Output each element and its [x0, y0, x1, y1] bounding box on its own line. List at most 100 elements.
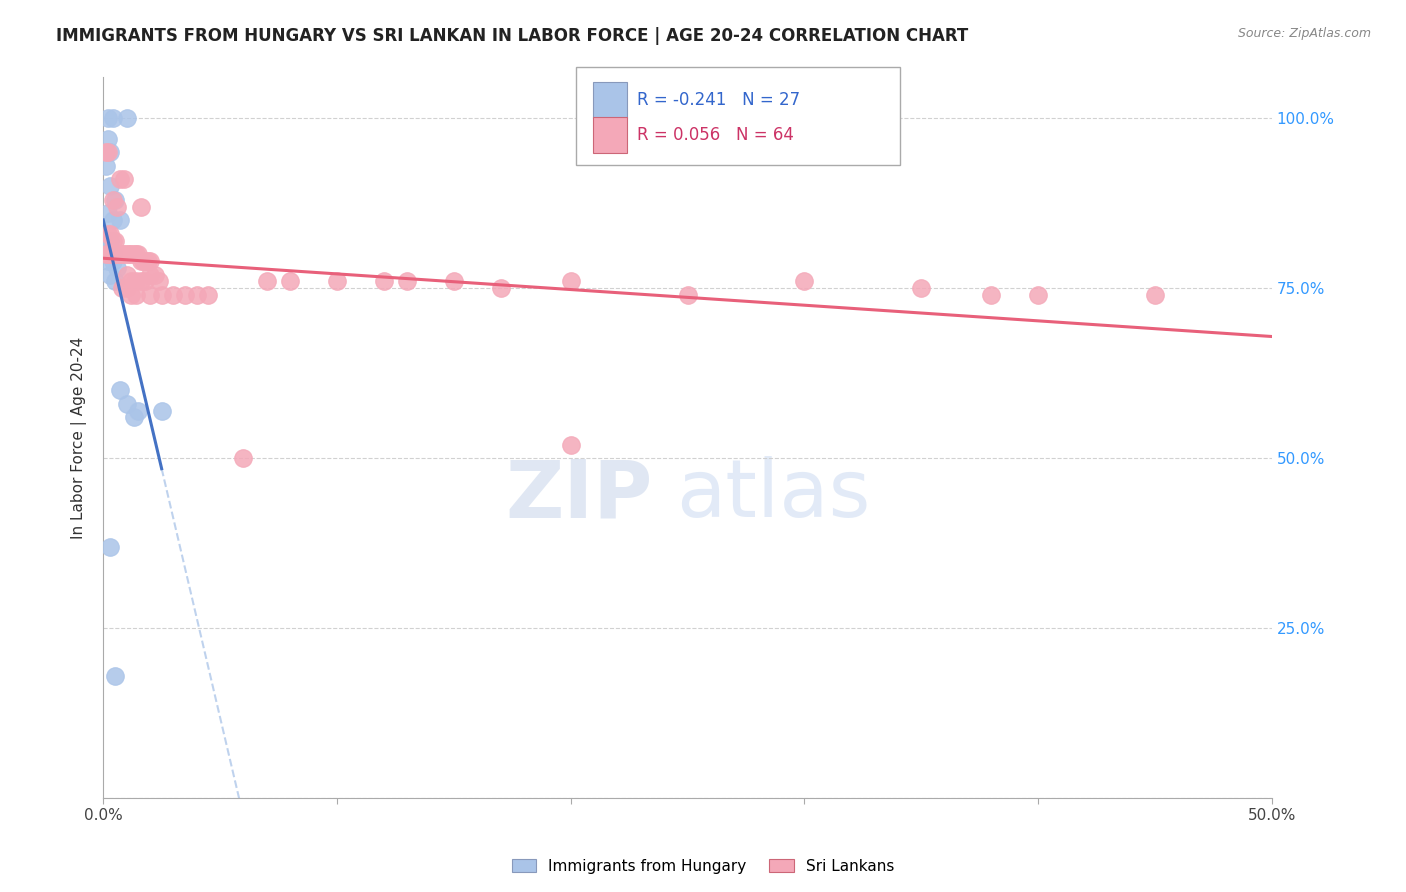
Point: [150, 403, 173, 417]
Text: R = 0.056   N = 64: R = 0.056 N = 64: [637, 126, 794, 144]
Point: [115, 268, 138, 282]
Point: [101, 234, 124, 248]
Point: [139, 288, 162, 302]
Point: [97, 247, 120, 261]
Point: [101, 247, 124, 261]
Point: [326, 274, 349, 288]
Point: [120, 274, 142, 288]
Text: Source: ZipAtlas.com: Source: ZipAtlas.com: [1237, 27, 1371, 40]
Point: [108, 172, 131, 186]
Point: [1026, 288, 1049, 302]
Point: [101, 213, 124, 227]
Point: [115, 247, 138, 261]
Point: [97, 112, 120, 126]
Point: [129, 274, 152, 288]
Point: [136, 254, 159, 268]
Point: [134, 274, 156, 288]
Point: [186, 288, 208, 302]
Point: [197, 288, 219, 302]
Point: [120, 247, 142, 261]
Point: [94, 247, 117, 261]
Point: [101, 193, 124, 207]
Point: [111, 281, 134, 295]
Point: [127, 247, 149, 261]
Point: [104, 234, 127, 248]
Point: [115, 397, 138, 411]
Point: [162, 288, 184, 302]
Point: [118, 247, 141, 261]
Point: [278, 274, 301, 288]
Point: [125, 274, 148, 288]
Point: [793, 274, 815, 288]
Point: [97, 145, 120, 160]
Point: [101, 112, 124, 126]
Point: [97, 247, 120, 261]
Point: [122, 410, 145, 425]
Point: [139, 268, 162, 282]
Point: [115, 281, 138, 295]
Point: [98, 268, 121, 282]
Point: [97, 206, 120, 220]
Text: R = -0.241   N = 27: R = -0.241 N = 27: [637, 91, 800, 109]
Point: [115, 112, 138, 126]
Point: [112, 172, 135, 186]
Point: [104, 193, 127, 207]
Point: [105, 260, 128, 275]
Point: [105, 200, 128, 214]
Point: [150, 288, 173, 302]
Point: [560, 437, 582, 451]
Point: [148, 274, 170, 288]
Point: [98, 540, 121, 554]
Point: [980, 288, 1002, 302]
Point: [443, 274, 465, 288]
Point: [98, 227, 121, 241]
Point: [108, 213, 131, 227]
Point: [120, 288, 142, 302]
Text: atlas: atlas: [676, 457, 870, 534]
Point: [104, 247, 127, 261]
Point: [98, 247, 121, 261]
Point: [256, 274, 278, 288]
Point: [132, 254, 155, 268]
Point: [108, 383, 131, 397]
Point: [676, 288, 699, 302]
Point: [97, 254, 120, 268]
Y-axis label: In Labor Force | Age 20-24: In Labor Force | Age 20-24: [72, 336, 87, 539]
Point: [232, 451, 254, 466]
Point: [94, 159, 117, 173]
Legend: Immigrants from Hungary, Sri Lankans: Immigrants from Hungary, Sri Lankans: [505, 853, 901, 880]
Point: [143, 268, 166, 282]
Point: [1144, 288, 1167, 302]
Point: [94, 145, 117, 160]
Point: [108, 247, 131, 261]
Point: [101, 254, 124, 268]
Point: [139, 254, 162, 268]
Point: [129, 200, 152, 214]
Point: [910, 281, 932, 295]
Point: [98, 179, 121, 194]
Point: [98, 234, 121, 248]
Point: [94, 234, 117, 248]
Point: [122, 247, 145, 261]
Point: [98, 145, 121, 160]
Point: [97, 131, 120, 145]
Point: [112, 247, 135, 261]
Point: [396, 274, 419, 288]
Point: [127, 403, 149, 417]
Point: [111, 247, 134, 261]
Point: [129, 254, 152, 268]
Point: [373, 274, 395, 288]
Point: [97, 227, 120, 241]
Point: [174, 288, 197, 302]
Point: [560, 274, 582, 288]
Point: [125, 247, 148, 261]
Text: ZIP: ZIP: [505, 457, 652, 534]
Point: [489, 281, 512, 295]
Point: [104, 274, 127, 288]
Point: [104, 669, 127, 683]
Text: IMMIGRANTS FROM HUNGARY VS SRI LANKAN IN LABOR FORCE | AGE 20-24 CORRELATION CHA: IMMIGRANTS FROM HUNGARY VS SRI LANKAN IN…: [56, 27, 969, 45]
Point: [101, 247, 124, 261]
Point: [105, 247, 128, 261]
Point: [134, 254, 156, 268]
Point: [125, 288, 148, 302]
